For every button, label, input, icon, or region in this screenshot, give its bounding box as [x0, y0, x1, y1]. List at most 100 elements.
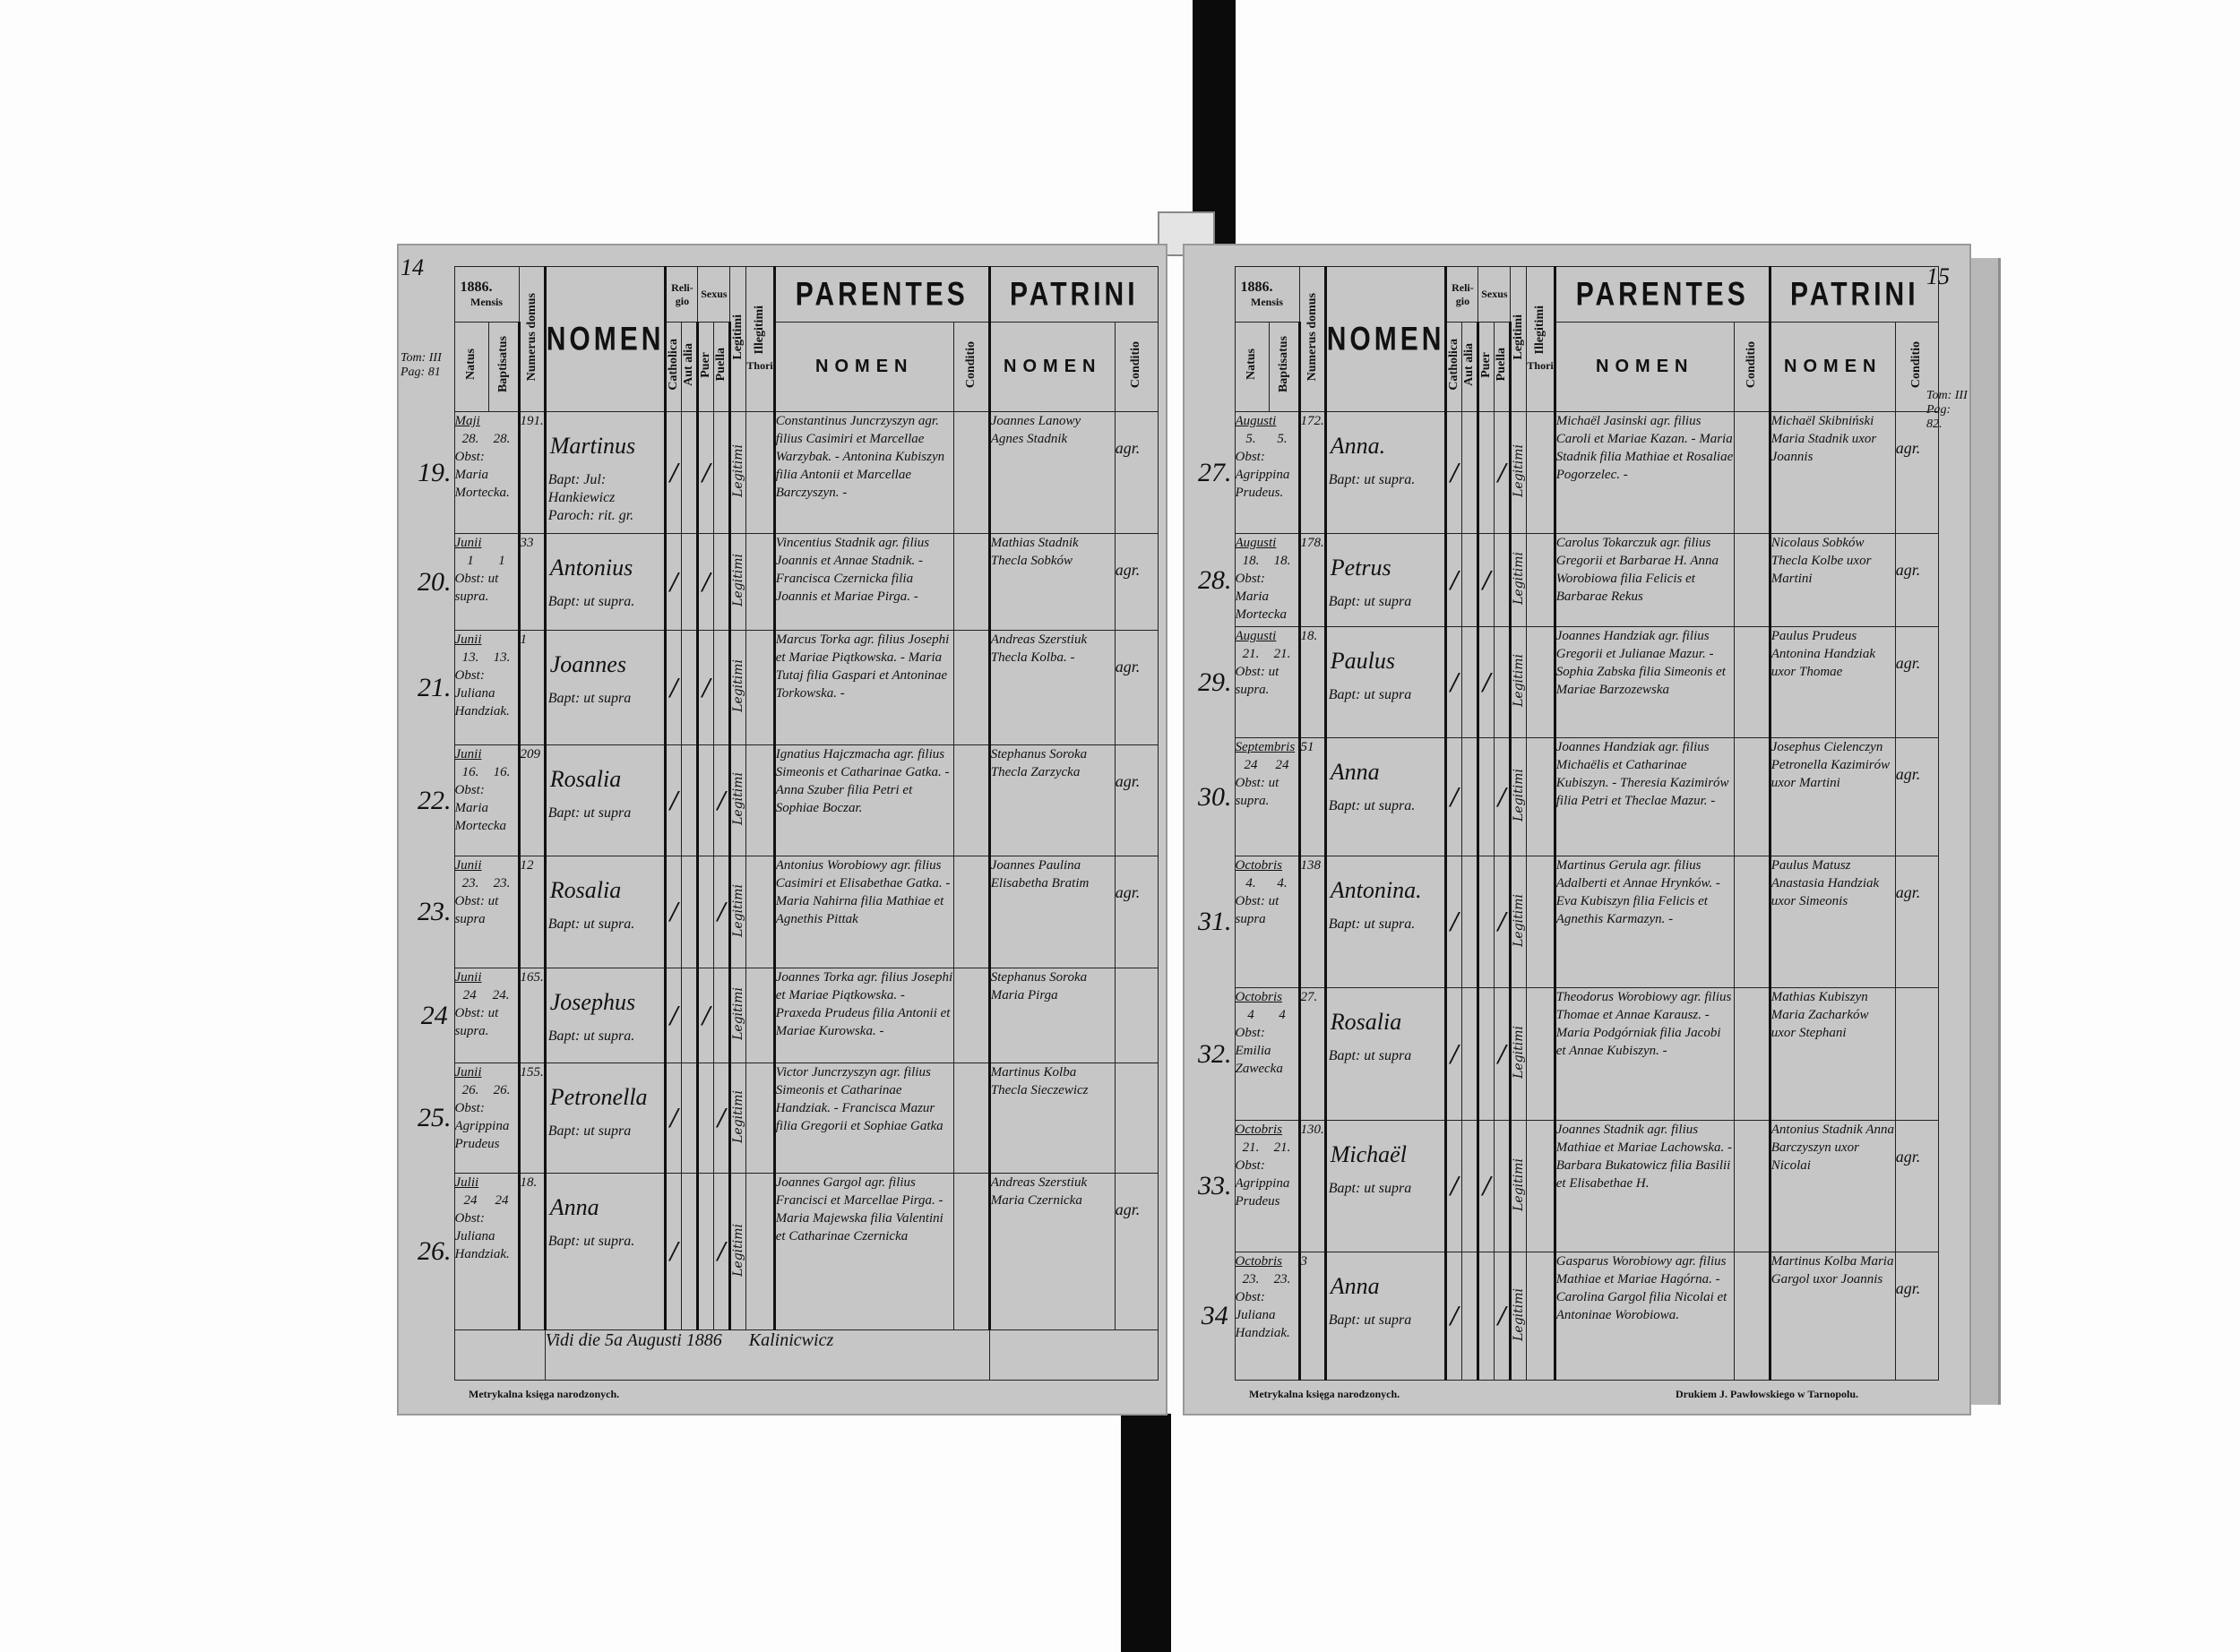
- child-name: Anna: [1330, 759, 1380, 785]
- patrini-conditio-label: Conditio: [1129, 340, 1143, 389]
- legitimi-status: Legitimi: [731, 987, 746, 1040]
- aut-alia-mark: [1461, 987, 1480, 1121]
- patrini-nomen-header: NOMEN: [988, 322, 1116, 412]
- legitimi-cell: Legitimi: [1510, 987, 1528, 1121]
- child-name: Michaël: [1330, 1141, 1407, 1167]
- baptism-day: 4: [1279, 1008, 1286, 1022]
- parents-names: Theodorus Worobiowy agr. filius Thomae e…: [1554, 987, 1735, 1121]
- days: 21. 21.: [1236, 645, 1297, 663]
- obstetrix: Obst: Juliana Handziak.: [454, 1211, 510, 1261]
- patrini-conditio-header: Conditio: [1114, 322, 1159, 412]
- days: 23. 23.: [1236, 1270, 1297, 1288]
- legitimi-status: Legitimi: [1512, 444, 1527, 497]
- days: 24 24: [1236, 756, 1297, 774]
- right-page: 15 Tom: III Pag: 82. 1886. Mensis Numerus …: [1183, 244, 1971, 1415]
- illegitimi-cell: [1526, 533, 1556, 627]
- patrini-nomen-label: NOMEN: [1004, 357, 1102, 376]
- entry-number: 24: [420, 1000, 448, 1030]
- puer-mark: /: [1478, 533, 1495, 627]
- table-row: 26. Julii 24 24 Obst: Juliana Handziak. 18. An…: [415, 1173, 1159, 1330]
- house-number: 12: [518, 856, 547, 968]
- puella-mark: /: [713, 856, 732, 968]
- child-name-cell: Anna Bapt: ut supra.: [1324, 737, 1448, 856]
- parents-conditio: [952, 744, 991, 856]
- godparents-conditio: agr.: [1114, 744, 1159, 856]
- catholica-mark: /: [665, 1173, 683, 1330]
- godparents-names: Mathias Kubiszyn Maria Zacharków uxor St…: [1769, 987, 1896, 1121]
- godparents-conditio: agr.: [1114, 630, 1159, 745]
- date-cell: Maji 28. 28. Obst: Maria Mortecka.: [453, 411, 521, 534]
- baptism-day: 21.: [1273, 1140, 1291, 1155]
- legitimi-cell: Legitimi: [729, 533, 747, 631]
- month: Junii: [454, 632, 482, 647]
- child-name-cell: Rosalia Bapt: ut supra: [1324, 987, 1448, 1121]
- baptisatus-header: Baptisatus: [1268, 322, 1301, 412]
- register-table: 1886. Mensis Numerus domus NOMEN Reli-gio Sex…: [415, 266, 1159, 1381]
- legitimi-cell: Legitimi: [729, 968, 747, 1063]
- legitimi-label: Legitimi: [1512, 314, 1526, 360]
- child-name-cell: Paulus Bapt: ut supra: [1324, 626, 1448, 738]
- table-row: 32. Octobris 4 4 Obst: Emilia Zawecka 27. Rosa…: [1195, 987, 1939, 1121]
- year-label: 1886.: [1240, 280, 1273, 295]
- legitimi-status: Legitimi: [1512, 769, 1527, 822]
- house-number: 172.: [1298, 411, 1327, 534]
- date-cell: Junii 13. 13. Obst: Juliana Handziak.: [453, 630, 521, 745]
- date-cell: Octobris 4 4 Obst: Emilia Zawecka: [1234, 987, 1301, 1121]
- puella-header: Puella: [1494, 322, 1512, 412]
- puer-mark: [697, 1173, 715, 1330]
- child-name-cell: Rosalia Bapt: ut supra: [544, 744, 668, 856]
- house-number: 130.: [1298, 1120, 1327, 1252]
- godparents-names: Stephanus Soroka Maria Pirga: [988, 968, 1116, 1063]
- natus-day: 1: [467, 554, 474, 568]
- puella-mark: /: [1494, 987, 1512, 1121]
- obstetrix: Obst: Juliana Handziak.: [1235, 1290, 1290, 1340]
- child-name-cell: Petronella Bapt: ut supra: [544, 1063, 668, 1174]
- table-row: 29. Augusti 21. 21. Obst: ut supra. 18. Paulus…: [1195, 626, 1939, 738]
- godparents-conditio: agr.: [1894, 1120, 1939, 1252]
- obstetrix: Obst: ut supra: [1235, 894, 1279, 926]
- numerus-domus-label: Numerus domus: [1305, 292, 1319, 382]
- aut-alia-header: Aut alia: [681, 322, 700, 412]
- aut-alia-mark: [1461, 1120, 1480, 1252]
- catholica-mark: /: [1445, 411, 1463, 534]
- child-name-cell: Anna. Bapt: ut supra.: [1324, 411, 1448, 534]
- entry-number: 34: [1201, 1301, 1228, 1330]
- catholica-mark: /: [1445, 1120, 1463, 1252]
- house-number: 178.: [1298, 533, 1327, 627]
- puella-mark: /: [1494, 411, 1512, 534]
- parentes-nomen-label: NOMEN: [1596, 357, 1694, 376]
- blank-date: [453, 1329, 546, 1381]
- obstetrix: Obst: Agrippina Prudeus.: [1235, 450, 1290, 500]
- child-name-cell: Petrus Bapt: ut supra: [1324, 533, 1448, 627]
- date-cell: Augusti 5. 5. Obst: Agrippina Prudeus.: [1234, 411, 1301, 534]
- legitimi-status: Legitimi: [731, 772, 746, 825]
- parentes-header: PARENTES: [773, 266, 991, 323]
- patrini-conditio-label: Conditio: [1909, 340, 1924, 389]
- obstetrix: Obst: ut supra: [454, 894, 499, 926]
- legitimi-status: Legitimi: [1512, 1287, 1527, 1341]
- puer-mark: [1478, 856, 1495, 988]
- entry-number: 23.: [418, 897, 452, 926]
- aut-alia-mark: [1461, 856, 1480, 988]
- obstetrix: Obst: ut supra.: [1235, 665, 1279, 697]
- puer-mark: [1478, 987, 1495, 1121]
- natus-day: 23.: [1242, 1272, 1260, 1286]
- godparents-names: Michaël Skibniński Maria Stadnik uxor Jo…: [1769, 411, 1896, 534]
- legitimi-cell: Legitimi: [729, 411, 747, 534]
- child-name: Anna.: [1330, 433, 1386, 459]
- godparents-conditio: agr.: [1114, 411, 1159, 534]
- table-row: 30. Septembris 24 24 Obst: ut supra. 51 Anna Ba…: [1195, 737, 1939, 856]
- legitimi-cell: Legitimi: [1510, 411, 1528, 534]
- illegitimi-cell: [745, 968, 776, 1063]
- godparents-conditio: agr.: [1894, 626, 1939, 738]
- aut-alia-mark: [1461, 533, 1480, 627]
- child-name-cell: Joannes Bapt: ut supra: [544, 630, 668, 745]
- house-number: 18.: [1298, 626, 1327, 738]
- table-row: 21. Junii 13. 13. Obst: Juliana Handziak. 1 Jo…: [415, 630, 1159, 745]
- month: Junii: [454, 858, 482, 873]
- illegitimi-cell: [745, 411, 776, 534]
- baptisatus-label: Baptisatus: [1276, 336, 1290, 393]
- house-number: 165.: [518, 968, 547, 1063]
- days: 16. 16.: [455, 763, 516, 781]
- aut-alia-mark: [681, 1173, 700, 1330]
